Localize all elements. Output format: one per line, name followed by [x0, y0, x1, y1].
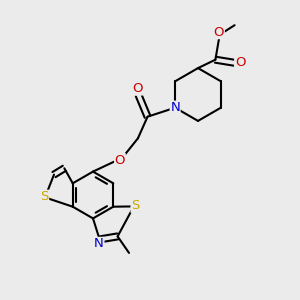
Text: N: N: [170, 101, 180, 114]
Text: O: O: [235, 56, 245, 69]
Text: S: S: [131, 199, 140, 212]
Text: O: O: [115, 154, 125, 167]
Text: S: S: [40, 190, 49, 203]
Text: N: N: [94, 237, 104, 250]
Text: O: O: [132, 82, 142, 95]
Text: O: O: [214, 26, 224, 39]
